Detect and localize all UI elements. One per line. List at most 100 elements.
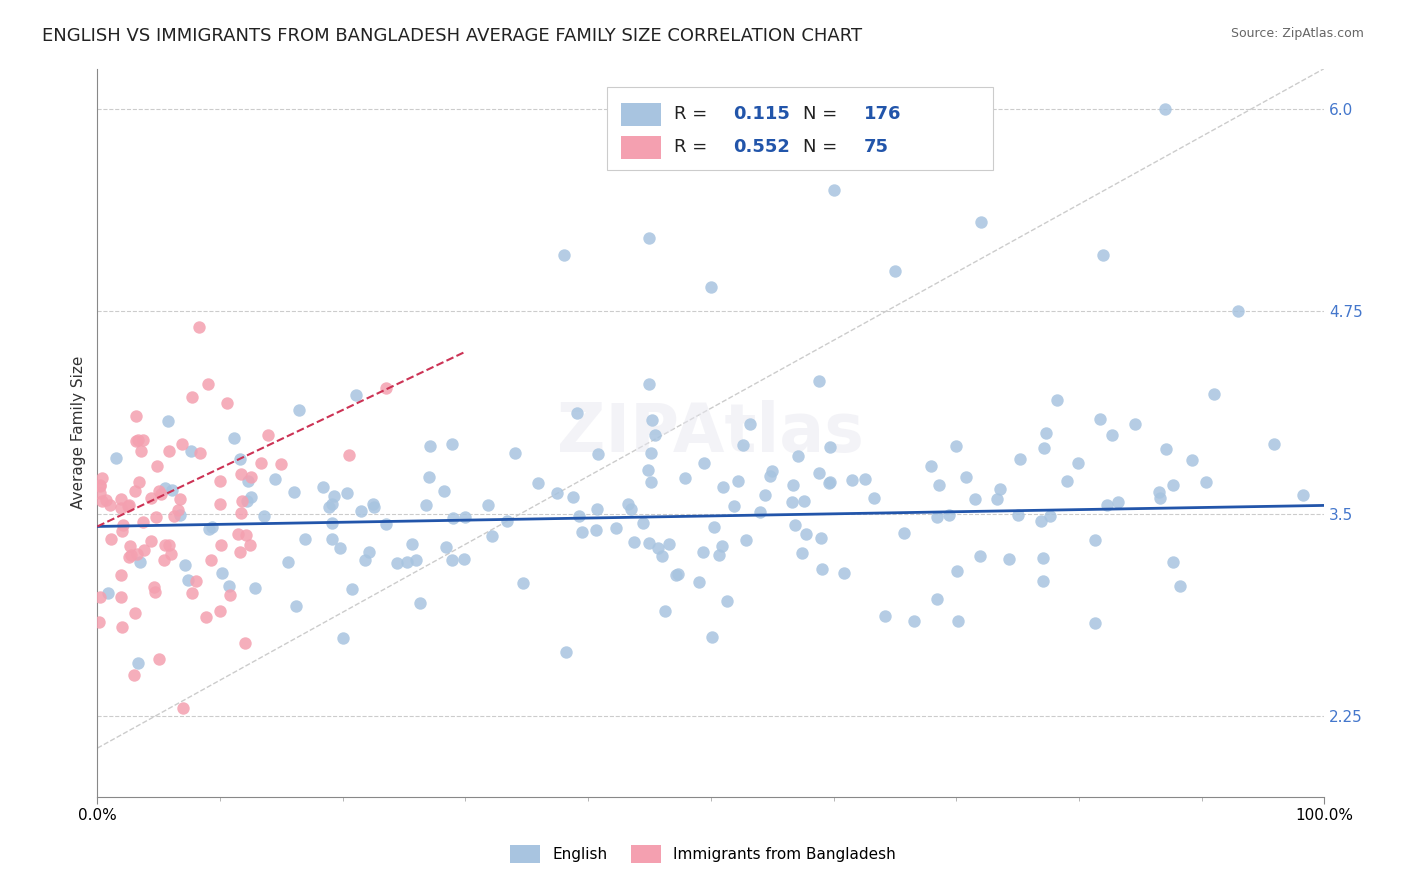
Point: [512, 576, 534, 591]
Point: [361, 496, 384, 510]
Point: [89, 479, 111, 493]
Point: [157, 414, 180, 428]
Point: [243, 581, 266, 595]
Point: [146, 458, 169, 473]
Point: [963, 491, 986, 506]
Point: [651, 549, 673, 563]
Point: [1149, 491, 1171, 506]
Point: [702, 630, 724, 644]
Point: [818, 475, 841, 489]
Point: [477, 498, 499, 512]
Text: N =: N =: [803, 105, 842, 123]
Point: [434, 541, 457, 555]
Point: [841, 473, 863, 487]
Point: [1195, 475, 1218, 489]
Point: [700, 280, 723, 294]
Point: [734, 533, 756, 548]
Point: [97, 586, 120, 600]
Point: [110, 500, 132, 515]
Point: [139, 491, 162, 505]
Text: N =: N =: [803, 138, 842, 156]
Point: [938, 508, 960, 522]
Point: [946, 564, 969, 578]
Point: [405, 552, 427, 566]
Point: [153, 482, 176, 496]
Point: [270, 457, 292, 471]
Point: [823, 183, 845, 197]
Point: [349, 504, 371, 518]
Point: [132, 433, 155, 447]
Point: [318, 500, 340, 515]
Point: [359, 545, 381, 559]
Point: [194, 610, 217, 624]
Point: [761, 464, 783, 478]
Point: [111, 620, 134, 634]
Point: [640, 446, 662, 460]
Point: [903, 614, 925, 628]
Point: [125, 547, 148, 561]
Point: [641, 413, 664, 427]
Point: [160, 483, 183, 497]
Point: [89, 478, 111, 492]
Point: [257, 427, 280, 442]
Point: [1067, 456, 1090, 470]
Point: [986, 491, 1008, 506]
Point: [585, 523, 607, 537]
Point: [117, 499, 139, 513]
Point: [716, 593, 738, 607]
Point: [228, 451, 250, 466]
Point: [1056, 474, 1078, 488]
Point: [387, 556, 409, 570]
Point: [240, 470, 263, 484]
Point: [554, 645, 576, 659]
Point: [110, 491, 132, 506]
Point: [946, 614, 969, 628]
Point: [218, 579, 240, 593]
Point: [142, 580, 165, 594]
Point: [401, 536, 423, 550]
Point: [863, 491, 886, 505]
Point: [211, 566, 233, 580]
Point: [1039, 509, 1062, 524]
Point: [810, 531, 832, 545]
Point: [235, 528, 257, 542]
Point: [173, 558, 195, 573]
Point: [104, 450, 127, 465]
Point: [623, 534, 645, 549]
Point: [128, 555, 150, 569]
Point: [1010, 452, 1032, 467]
Point: [925, 509, 948, 524]
Point: [118, 498, 141, 512]
Point: [1292, 488, 1315, 502]
Point: [1083, 533, 1105, 547]
Point: [945, 439, 967, 453]
Point: [157, 444, 180, 458]
Text: R =: R =: [673, 105, 713, 123]
Point: [1161, 478, 1184, 492]
Point: [731, 438, 754, 452]
Point: [647, 541, 669, 555]
Point: [620, 501, 643, 516]
Point: [1032, 550, 1054, 565]
Text: 0.115: 0.115: [733, 105, 790, 123]
Point: [970, 215, 993, 229]
Point: [217, 396, 239, 410]
Point: [1088, 412, 1111, 426]
Point: [169, 508, 191, 522]
Point: [124, 606, 146, 620]
FancyBboxPatch shape: [606, 87, 993, 170]
Point: [253, 509, 276, 524]
Point: [184, 574, 207, 588]
Point: [654, 604, 676, 618]
Text: 176: 176: [865, 105, 901, 123]
Point: [1154, 442, 1177, 456]
Point: [180, 443, 202, 458]
Point: [818, 476, 841, 491]
Text: R =: R =: [673, 138, 713, 156]
Point: [287, 403, 309, 417]
Point: [159, 548, 181, 562]
Point: [692, 545, 714, 559]
Point: [201, 519, 224, 533]
Point: [673, 471, 696, 485]
Point: [157, 538, 180, 552]
